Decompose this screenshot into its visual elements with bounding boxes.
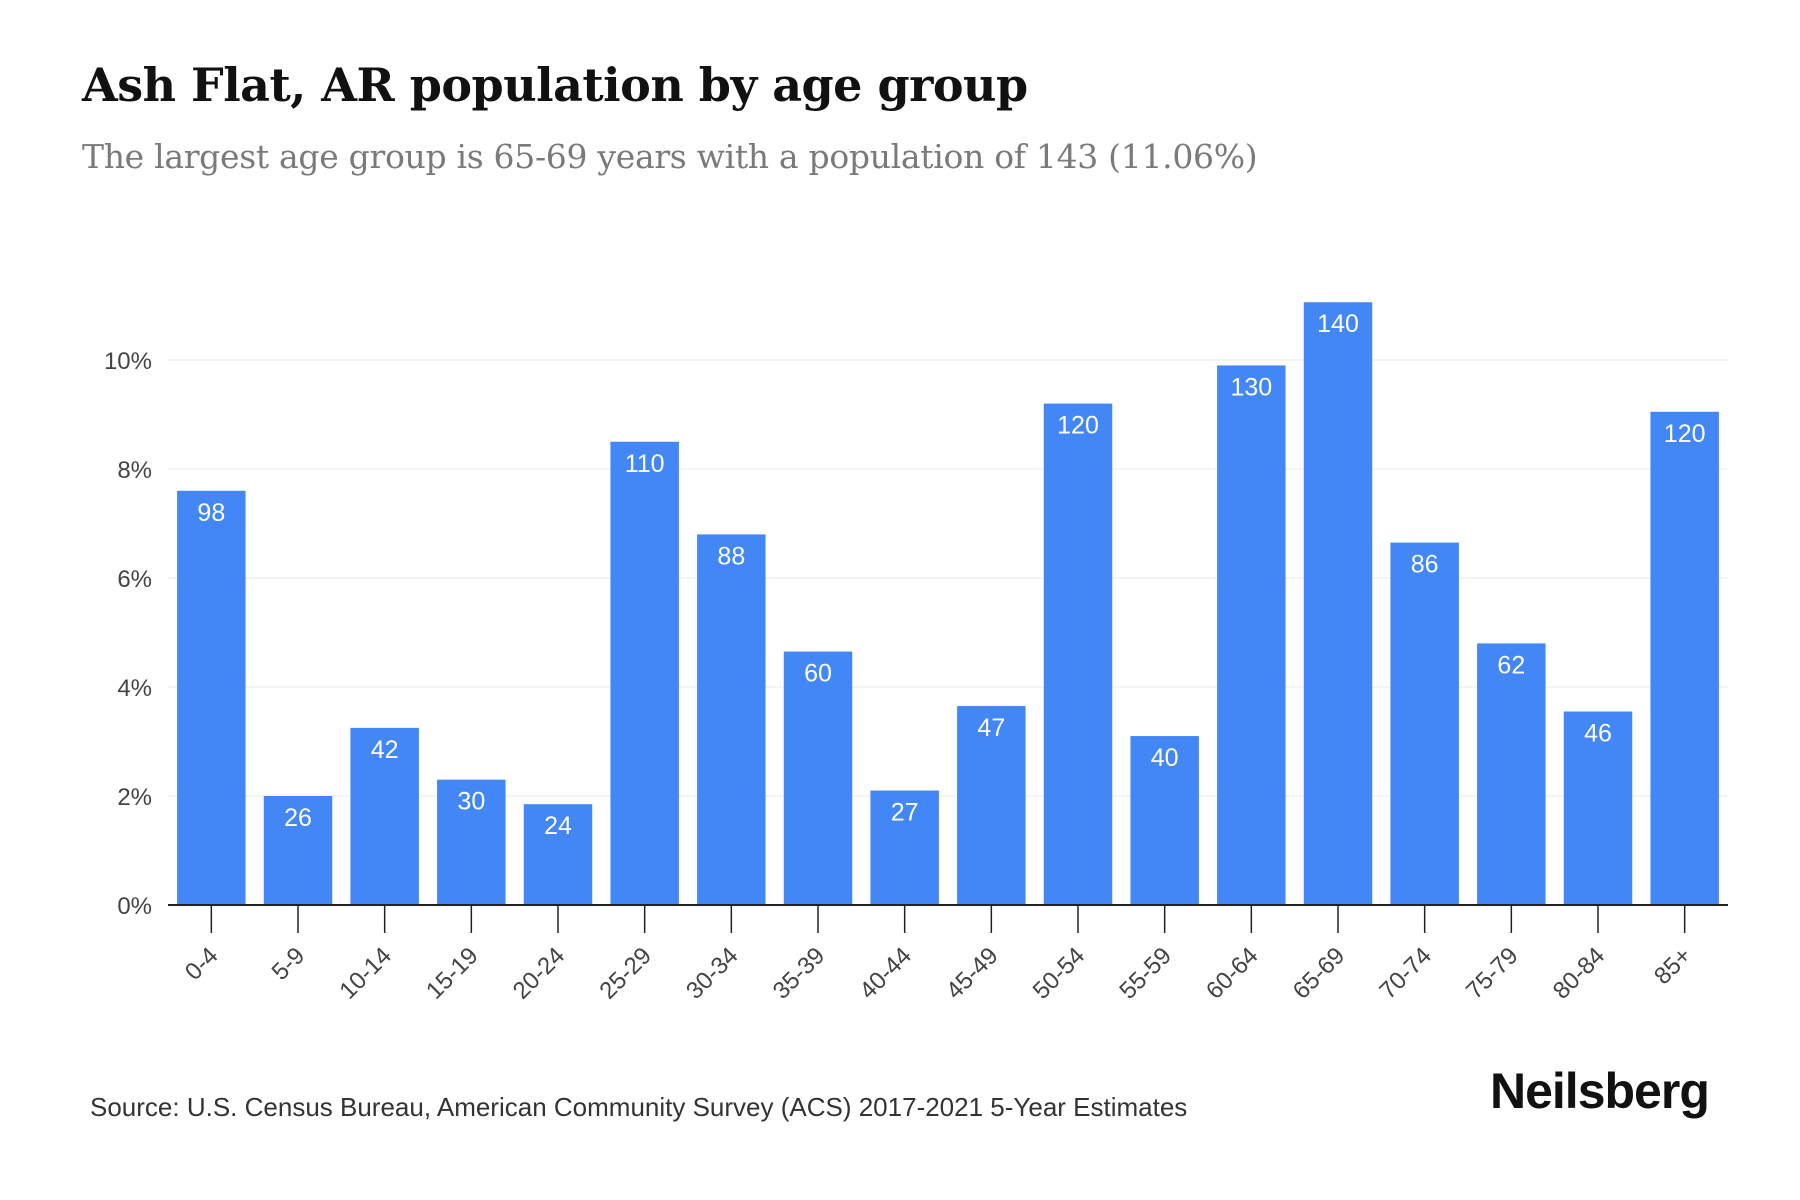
- bar-60-64: [1217, 365, 1286, 905]
- bar-value-label: 46: [1584, 720, 1612, 748]
- x-tick-label: 65-69: [1288, 942, 1351, 1005]
- chart-subtitle: The largest age group is 65-69 years wit…: [82, 137, 1258, 176]
- x-tick-label: 20-24: [508, 942, 571, 1005]
- x-tick-label: 15-19: [421, 942, 484, 1005]
- bar-85+: [1650, 411, 1719, 905]
- bar-value-label: 120: [1664, 420, 1706, 448]
- bar-65-69: [1303, 302, 1373, 906]
- y-tick-label: 2%: [117, 784, 152, 811]
- bar-value-label: 40: [1151, 744, 1179, 772]
- brand-logo: Neilsberg: [1490, 1063, 1710, 1119]
- bar-75-79: [1477, 643, 1546, 905]
- x-tick-label: 75-79: [1461, 942, 1524, 1005]
- bar-value-label: 42: [371, 736, 399, 764]
- x-tick-label: 50-54: [1028, 942, 1091, 1005]
- x-axis: 0-4 5-9 10-14 15-19 20-24 25-29 30-34 35-39 40-4…: [168, 904, 1728, 1005]
- bar-50-54: [1043, 403, 1113, 905]
- y-tick-label: 4%: [117, 675, 152, 702]
- bars: [177, 302, 1719, 906]
- chart-title: Ash Flat, AR population by age group: [82, 58, 1028, 112]
- bar-55-59: [1130, 736, 1199, 905]
- x-tick-label: 55-59: [1114, 942, 1177, 1005]
- x-tick-label: 0-4: [180, 942, 224, 986]
- bar-15-19: [437, 779, 506, 905]
- bar-value-label: 30: [457, 788, 485, 816]
- bar-value-label: 47: [977, 714, 1005, 742]
- bar-value-label: 98: [197, 499, 225, 527]
- bar-value-label: 27: [891, 799, 919, 827]
- bar-value-label: 110: [625, 450, 665, 478]
- bar-5-9: [263, 796, 333, 905]
- source-note: Source: U.S. Census Bureau, American Com…: [90, 1092, 1188, 1122]
- x-tick-label: 10-14: [334, 942, 397, 1005]
- bar-value-label: 24: [544, 812, 572, 840]
- x-tick-label: 35-39: [768, 942, 831, 1005]
- bar-80-84: [1563, 711, 1633, 905]
- bar-value-label: 120: [1057, 412, 1099, 440]
- bar-value-label: 130: [1230, 373, 1272, 401]
- bar-value-label: 26: [284, 804, 312, 832]
- y-tick-label: 8%: [117, 457, 152, 484]
- bar-70-74: [1390, 542, 1459, 905]
- bar-10-14: [350, 727, 419, 905]
- gridlines: [168, 359, 1728, 797]
- bar-25-29: [610, 441, 679, 905]
- bar-45-49: [957, 706, 1026, 905]
- bar-value-label: 140: [1317, 310, 1359, 338]
- bar-value-label: 88: [717, 542, 745, 570]
- bar-value-label: 62: [1497, 651, 1525, 679]
- x-tick-label: 85+: [1649, 942, 1697, 990]
- y-tick-label: 0%: [117, 893, 152, 920]
- x-tick-label: 30-34: [681, 942, 744, 1005]
- bar-35-39: [783, 651, 853, 905]
- bar-value-label: 60: [804, 660, 832, 688]
- x-tick-label: 25-29: [594, 942, 657, 1005]
- x-tick-label: 45-49: [941, 942, 1004, 1005]
- bar-value-labels: 98 26 42 30 24 110 88 60 27 47 120 40 130 140 86 62 46 12…: [197, 310, 1705, 840]
- bar-value-label: 86: [1411, 551, 1439, 579]
- y-tick-label: 6%: [117, 566, 152, 593]
- x-tick-label: 60-64: [1201, 942, 1264, 1005]
- x-tick-label: 40-44: [854, 942, 917, 1005]
- bar-20-24: [523, 804, 593, 905]
- x-tick-label: 70-74: [1374, 942, 1437, 1005]
- x-tick-label: 5-9: [267, 942, 311, 986]
- bar-30-34: [697, 534, 766, 905]
- bar-40-44: [870, 790, 939, 905]
- bar-0-4: [177, 490, 246, 905]
- y-tick-label: 10%: [104, 348, 152, 375]
- x-tick-label: 80-84: [1548, 942, 1611, 1005]
- y-axis-ticks: 0% 2% 4% 6% 8% 10%: [104, 348, 152, 920]
